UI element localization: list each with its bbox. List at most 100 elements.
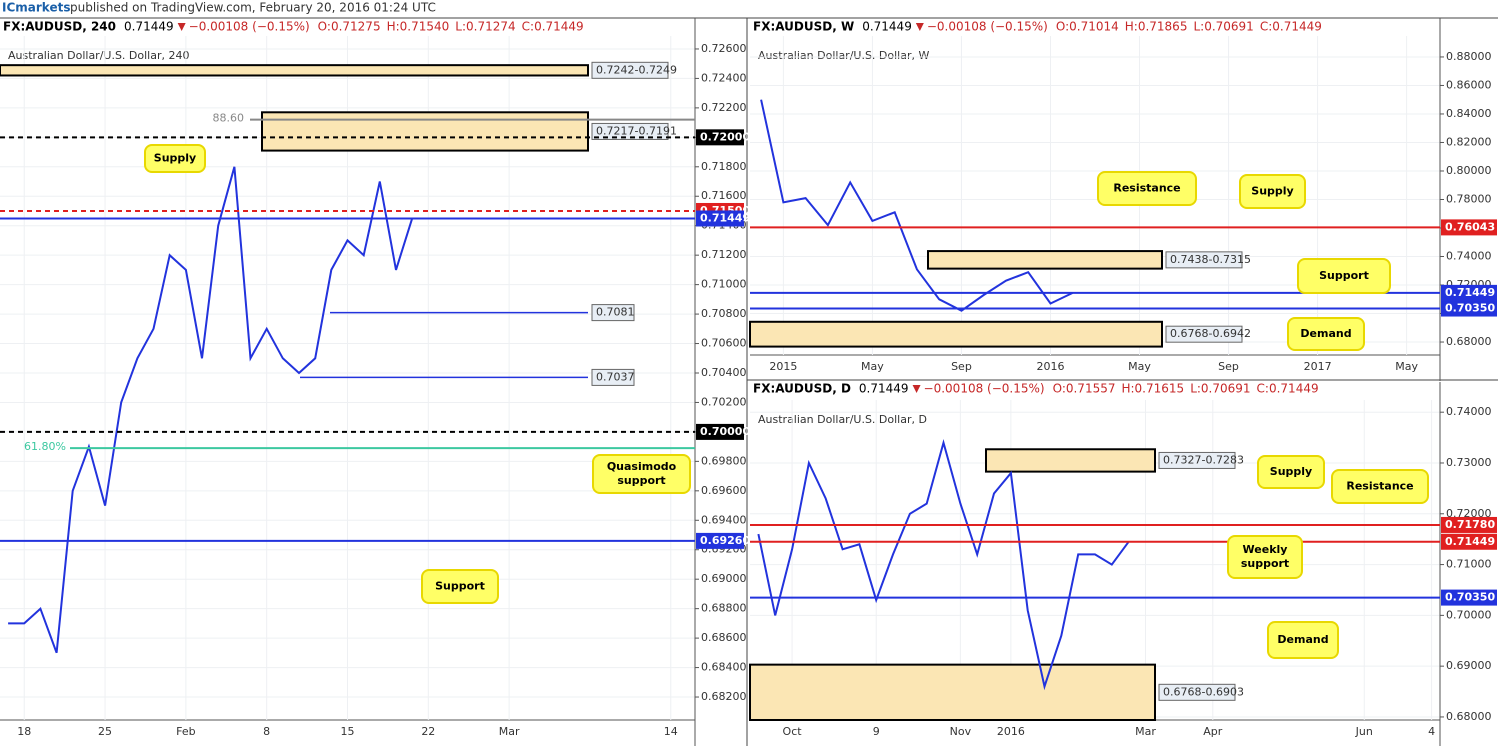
zone-tag-box: [591, 122, 669, 140]
zone-tag-box: [1158, 683, 1236, 701]
x-tick-label: Apr: [1203, 725, 1223, 738]
price-line: [760, 99, 1074, 312]
x-tick-label: 2016: [1036, 360, 1064, 373]
x-tick-label: May: [861, 360, 884, 373]
price-tag-label: 0.72000: [700, 130, 750, 143]
callout-text: Support: [435, 580, 485, 593]
y-tick-label: 0.88000: [1446, 50, 1492, 63]
chart-subtitle: Australian Dollar/U.S. Dollar, D: [758, 413, 927, 426]
y-tick-label: 0.68400: [701, 661, 747, 674]
callout-text: Supply: [1251, 185, 1293, 198]
x-tick-label: Mar: [1135, 725, 1156, 738]
callout: [421, 569, 499, 604]
callout-text: Demand: [1300, 327, 1351, 340]
callout-text: Resistance: [1113, 182, 1180, 195]
price-tag-label: 0.76043: [1445, 220, 1495, 233]
y-tick-label: 0.71000: [1446, 558, 1492, 571]
price-tag-label: 0.70350: [1445, 302, 1495, 315]
price-tag-label: 0.71449: [1445, 286, 1495, 299]
ohlc-value: L:0.70691: [1193, 20, 1253, 34]
price-tag-label: 0.69260: [700, 534, 750, 547]
callout: [1267, 621, 1339, 659]
ohlc-value: C:0.71449: [522, 20, 584, 34]
level-tag-box: [591, 368, 635, 386]
y-tick-label: 0.69000: [701, 572, 747, 585]
price-tag: [1441, 533, 1497, 550]
x-tick-label: Feb: [176, 725, 195, 738]
y-tick-label: 0.70200: [701, 395, 747, 408]
price-tag: [1441, 516, 1497, 533]
callout: [1331, 469, 1429, 504]
price-line: [757, 438, 1130, 691]
zone: [0, 64, 589, 77]
x-tick-label: May: [1395, 360, 1418, 373]
x-tick-label: 14: [664, 725, 678, 738]
ohlc-value: L:0.71274: [455, 20, 515, 34]
y-tick-label: 0.72600: [701, 42, 747, 55]
y-tick-label: 0.68600: [701, 631, 747, 644]
zone-label: 0.7327-0.7283: [1163, 453, 1244, 466]
down-arrow: [915, 23, 924, 31]
x-tick-label: 2017: [1304, 360, 1332, 373]
y-tick-label: 0.72400: [701, 71, 747, 84]
zone: [261, 111, 589, 152]
y-tick-label: 0.78000: [1446, 192, 1492, 205]
callout: [1287, 317, 1365, 351]
callout-text: Supply: [154, 152, 196, 165]
callout: [1257, 455, 1325, 489]
price-tag: [696, 129, 744, 146]
x-tick-label: Sep: [951, 360, 972, 373]
y-tick-label: 0.74000: [1446, 405, 1492, 418]
zone-tag-box: [591, 61, 669, 79]
x-tick-label: 25: [98, 725, 112, 738]
down-arrow: [177, 23, 186, 31]
zone-label: 0.7217-0.7191: [596, 124, 677, 137]
ohlc-value: H:0.71865: [1125, 20, 1188, 34]
zone: [749, 320, 1163, 348]
price-tag-label: 0.70350: [1445, 591, 1495, 604]
callout-text: Weekly support: [1241, 543, 1289, 570]
y-tick-label: 0.86000: [1446, 78, 1492, 91]
price-tag-label: 0.70000: [700, 425, 750, 438]
price-tag: [1441, 589, 1497, 606]
ohlc-value: C:0.71449: [1260, 20, 1322, 34]
y-tick-label: 0.69800: [701, 454, 747, 467]
y-tick-label: 0.68200: [701, 690, 747, 703]
x-tick-label: May: [1128, 360, 1151, 373]
zone: [985, 448, 1156, 473]
y-tick-label: 0.82000: [1446, 135, 1492, 148]
ohlc-value: L:0.70691: [1190, 382, 1250, 396]
y-tick-label: 0.68000: [1446, 335, 1492, 348]
price-tag: [696, 423, 744, 440]
ohlc-value: O:0.71014: [1056, 20, 1119, 34]
ohlc-value: O:0.71275: [318, 20, 381, 34]
last-price: 0.71449: [862, 20, 912, 34]
zone-tag-box: [1165, 251, 1243, 269]
y-tick-label: 0.71000: [701, 278, 747, 291]
x-tick-label: 18: [17, 725, 31, 738]
callout: [1227, 535, 1303, 579]
price-tag-label: 0.71449: [1445, 535, 1495, 548]
level-tag-box: [591, 304, 635, 322]
symbol: FX:AUDUSD, D: [753, 382, 851, 396]
last-price: 0.71449: [124, 20, 174, 34]
level-label: 0.7081: [596, 306, 635, 319]
y-tick-label: 0.73000: [1446, 456, 1492, 469]
ohlc-value: C:0.71449: [1257, 382, 1319, 396]
y-tick-label: 0.68800: [701, 602, 747, 615]
price-change: −0.00108 (−0.15%): [189, 20, 310, 34]
y-tick-label: 0.72200: [701, 101, 747, 114]
brand: ICmarkets: [2, 1, 70, 15]
x-tick-label: 4: [1428, 725, 1435, 738]
published-note: published on TradingView.com, February 2…: [70, 1, 436, 15]
y-tick-label: 0.69400: [701, 513, 747, 526]
price-tag: [696, 210, 744, 227]
x-tick-label: Sep: [1218, 360, 1239, 373]
y-tick-label: 0.70000: [1446, 608, 1492, 621]
x-tick-label: 2016: [997, 725, 1025, 738]
callout: [1097, 171, 1197, 206]
y-tick-label: 0.70800: [701, 307, 747, 320]
price-tag: [696, 532, 744, 549]
price-tag-label: 0.71449: [700, 211, 750, 224]
